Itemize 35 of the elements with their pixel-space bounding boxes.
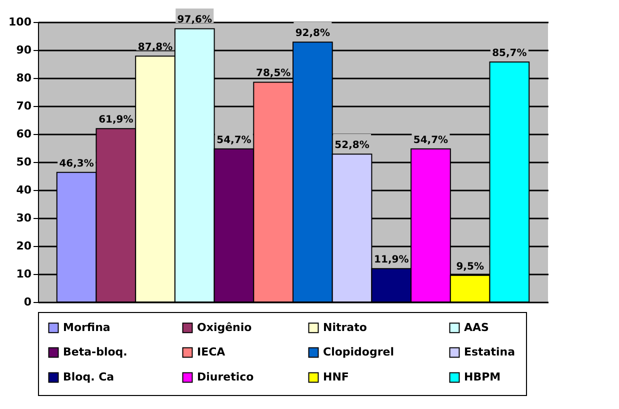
y-tick-label: 90	[16, 44, 32, 56]
data-label: 11,9%	[374, 254, 409, 266]
data-label: 54,7%	[413, 134, 448, 146]
data-label: 61,9%	[98, 114, 134, 126]
legend-label: Morfina	[63, 320, 110, 334]
data-label: 97,6%	[177, 14, 212, 26]
legend-label: AAS	[464, 320, 490, 334]
legend-label: HBPM	[464, 370, 501, 384]
data-label: 92,8%	[295, 28, 330, 40]
legend-label: Bloq. Ca	[63, 370, 114, 384]
data-label: 78,5%	[256, 68, 291, 80]
y-tick-label: 70	[16, 100, 32, 112]
legend-label: Diuretico	[197, 370, 254, 384]
legend-label: Estatina	[464, 346, 516, 358]
data-label: 52,8%	[334, 140, 370, 152]
y-tick-label: 40	[16, 184, 32, 196]
y-tick-label: 0	[24, 296, 32, 308]
data-label: 87,8%	[138, 42, 173, 54]
y-tick-label: 60	[16, 128, 32, 140]
y-tick-label: 10	[16, 268, 32, 280]
y-tick-label: 80	[16, 72, 32, 84]
y-tick-label: 20	[16, 240, 32, 252]
legend-label: Nitrato	[323, 320, 368, 334]
data-label: 46,3%	[59, 158, 94, 170]
data-label: 9,5%	[456, 261, 484, 272]
legend-label: Beta-bloq.	[63, 346, 128, 358]
data-label: 54,7%	[216, 134, 252, 146]
data-label: 85,7%	[492, 48, 527, 60]
legend-label: Clopidogrel	[323, 346, 394, 358]
y-tick-label: 50	[16, 156, 32, 168]
legend-label: Oxigênio	[197, 320, 252, 334]
y-tick-label: 100	[8, 16, 32, 28]
legend-label: IECA	[197, 346, 226, 358]
legend-label: HNF	[323, 370, 349, 384]
y-tick-label: 30	[16, 212, 32, 224]
